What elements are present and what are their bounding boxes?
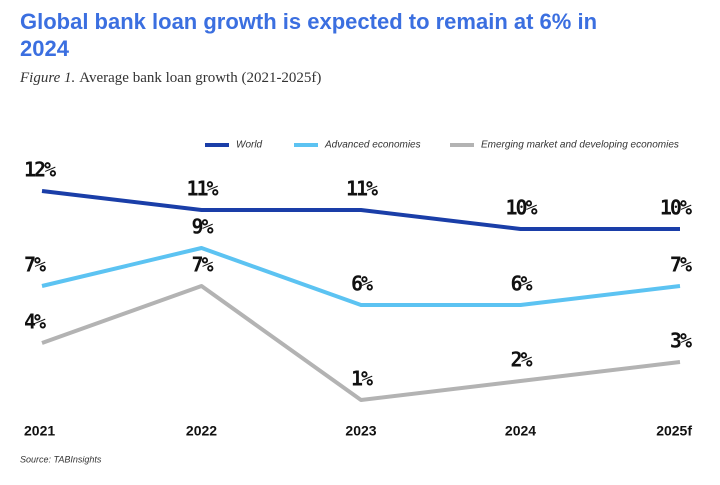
data-label: 2% xyxy=(510,348,532,372)
data-label: 7% xyxy=(24,253,46,277)
data-label: 1% xyxy=(351,367,373,391)
figure-label: Figure 1. xyxy=(20,70,76,86)
subtitle: Average bank loan growth (2021-2025f) xyxy=(79,70,322,86)
x-tick-label: 2024 xyxy=(505,423,536,439)
x-tick-label: 2021 xyxy=(24,423,55,439)
data-label: 7% xyxy=(670,253,692,277)
series-line xyxy=(41,189,680,231)
data-label: 3% xyxy=(670,329,692,353)
data-label: 6% xyxy=(510,272,532,296)
data-label: 4% xyxy=(24,310,46,334)
data-label: 10% xyxy=(505,196,537,220)
data-label: 6% xyxy=(351,272,373,296)
source: Source: TABInsights xyxy=(20,454,102,464)
chart-title: Global bank loan growth is expected to r… xyxy=(20,9,598,61)
data-label: 12% xyxy=(24,158,56,182)
data-label: 11% xyxy=(186,177,218,201)
x-tick-label: 2025f xyxy=(656,423,692,439)
series-line xyxy=(41,284,681,402)
data-label: 11% xyxy=(346,177,378,201)
series-line xyxy=(41,246,681,307)
legend-label: Advanced economies xyxy=(324,140,421,151)
legend-label: World xyxy=(236,140,263,151)
x-tick-label: 2022 xyxy=(186,423,217,439)
subtitle-block: Figure 1. Average bank loan growth (2021-… xyxy=(20,70,321,87)
data-label: 7% xyxy=(191,253,213,277)
data-label: 9% xyxy=(191,215,213,239)
legend-label: Emerging market and developing economies xyxy=(481,140,679,151)
data-label: 10% xyxy=(660,196,692,220)
x-tick-label: 2023 xyxy=(345,423,376,439)
